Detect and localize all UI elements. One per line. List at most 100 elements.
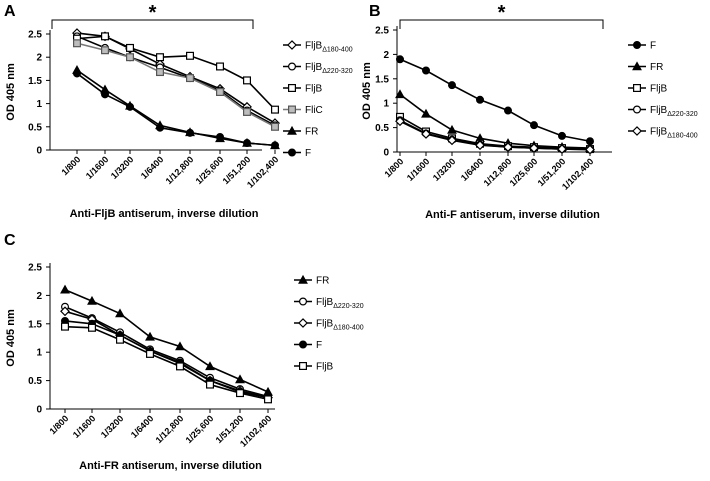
data-point [60,284,70,294]
legend-label: FR [316,276,329,287]
data-point [243,139,252,148]
series-line [64,306,269,398]
panel-letter: B [369,3,381,20]
legend-marker [298,274,308,284]
significance-bracket [51,19,254,29]
legend-label: FljBΔ220-320 [316,297,364,310]
y-tick-label: 2.5 [375,26,389,37]
x-tick-label: 1/6400 [459,156,486,183]
y-tick-label: 2 [36,291,42,302]
legend-label-main: FljB [316,319,334,330]
legend-marker [632,83,641,92]
data-point [100,90,109,99]
legend-label-sub: Δ180-400 [322,47,352,54]
data-point [216,87,225,96]
x-tick-label: 1/1600 [71,413,98,440]
legend-label-main: FljB [650,105,668,116]
data-point [557,131,566,140]
data-point [243,107,252,116]
data-point [175,341,185,351]
data-point [87,295,97,305]
x-axis-label: Anti-FljB antiserum, inverse dilution [70,208,259,220]
data-point [529,143,539,154]
x-tick-label: 1/1600 [405,156,432,183]
data-point [235,374,245,384]
data-point [60,322,69,331]
legend-label-main: FljB [650,127,668,138]
panel-b: B00.511.522.51/800 1/1600 1/3200 1/64001/12… [361,2,698,221]
y-axis-label: OD 405 nm [5,309,17,367]
data-point [243,76,252,85]
significance-star: * [498,2,506,24]
x-tick-label: 1/6400 [129,413,156,440]
y-tick-label: 1.5 [28,76,42,87]
legend-label-main: FljB [316,297,334,308]
series-line [64,288,269,393]
data-point [271,141,280,150]
legend-label: FR [650,62,663,73]
legend-marker [632,40,641,49]
data-point [100,46,109,55]
legend-label: FljBΔ220-320 [305,62,353,75]
data-point [271,105,280,114]
legend-marker [288,62,297,71]
data-point [186,51,195,60]
data-point [125,53,134,62]
series-line [76,35,276,111]
data-point [448,81,457,90]
legend-label-main: F [305,148,311,159]
data-point [476,95,485,104]
legend-label: F [305,148,311,159]
data-point [271,122,280,131]
legend-label: FljB [316,362,334,373]
significance-star: * [149,2,157,24]
data-point [264,395,273,404]
data-point [421,108,431,118]
x-tick-label: 1/6400 [139,154,166,181]
legend-label: FliC [305,105,323,116]
y-tick-label: 0 [383,148,389,159]
data-point [115,308,125,318]
y-tick-label: 1.5 [375,74,389,85]
legend-marker [287,125,297,135]
legend-marker [632,126,642,136]
legend-label-main: FljB [305,41,323,52]
data-point [145,331,155,341]
data-point [206,380,215,389]
series-line [64,320,269,399]
data-point [100,32,109,41]
legend-label-sub: Δ180-400 [333,325,363,332]
data-point [422,66,431,75]
x-tick-label: 1/3200 [109,154,136,181]
legend-label: FljBΔ220-320 [650,105,698,118]
legend-label-main: FR [650,62,663,73]
panel-c: C 0 0.5 1 1.5 2 2.5 1/800 1/1600 1/3200 1/64001/12… [4,232,364,472]
x-tick-label: 1/25,600 [194,154,226,186]
x-tick-label: 1/800 [59,154,82,177]
series-line [399,93,591,149]
y-tick-label: 0 [36,146,42,157]
y-tick-label: 0.5 [28,376,42,387]
panel-letter: A [4,3,16,20]
y-tick-label: 2.5 [28,263,42,274]
legend-marker [288,83,297,92]
x-tick-label: 1/1600 [84,154,111,181]
legend-marker [287,40,297,50]
x-tick-label: 1/12,800 [164,154,196,186]
data-point [156,123,165,132]
data-point [176,362,185,371]
data-point [125,102,134,111]
significance-bracket [399,19,604,29]
x-tick-label: 1/800 [382,156,405,179]
data-point [396,55,405,64]
x-tick-label: 1/3200 [431,156,458,183]
panel-letter: C [4,232,16,249]
y-tick-label: 0.5 [375,123,389,134]
series-line [399,58,591,143]
y-tick-label: 1 [383,99,389,110]
legend-label-main: F [650,41,656,52]
data-point [504,106,513,115]
data-point [216,62,225,71]
series-line [64,325,269,401]
legend-marker [288,105,297,114]
